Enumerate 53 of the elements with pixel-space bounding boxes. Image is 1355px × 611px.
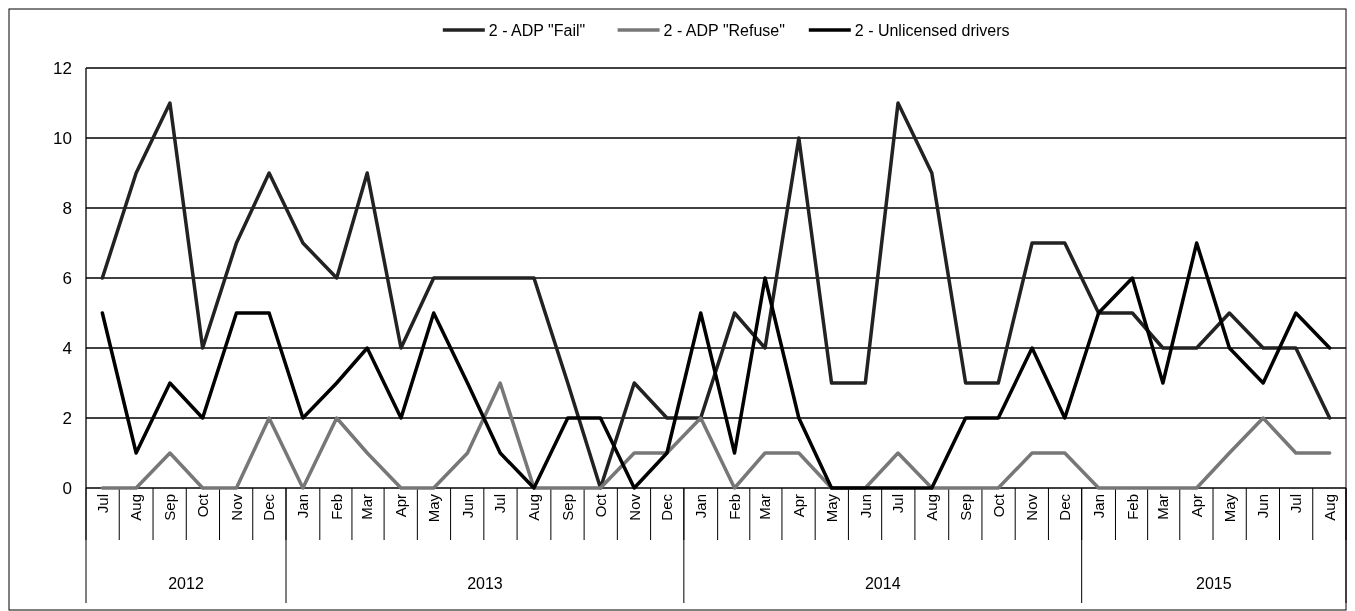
- x-tick-label: Sep: [559, 494, 577, 521]
- y-tick-label: 2: [62, 408, 72, 428]
- x-tick-label: Aug: [525, 494, 543, 521]
- x-tick-label: Feb: [1123, 494, 1141, 520]
- x-tick-label: Apr: [790, 494, 808, 518]
- x-tick-label: Feb: [327, 494, 345, 520]
- x-tick-label: Dec: [658, 493, 676, 521]
- x-tick-label: May: [424, 493, 442, 523]
- x-tick-label: May: [1220, 493, 1238, 523]
- x-tick-label: Jun: [1254, 494, 1272, 519]
- x-tick-label: Sep: [161, 494, 179, 521]
- y-tick-label: 0: [62, 478, 72, 498]
- x-tick-label: Nov: [625, 493, 643, 521]
- y-tick-label: 10: [53, 128, 72, 148]
- x-tick-label: Nov: [227, 493, 245, 521]
- text: 2013: [467, 575, 503, 592]
- x-tick-label: Jul: [889, 494, 907, 514]
- x-tick-label: Aug: [127, 494, 145, 521]
- x-tick-label: Jun: [856, 494, 874, 519]
- legend-label: 2 - ADP "Fail": [488, 21, 586, 39]
- y-tick-label: 12: [53, 58, 72, 78]
- x-tick-label: Aug: [1320, 494, 1338, 521]
- x-tick-label: Jul: [491, 494, 509, 514]
- legend-label: 2 - ADP "Refuse": [663, 21, 785, 39]
- text: 2014: [864, 575, 901, 592]
- x-tick-label: Jan: [294, 494, 312, 519]
- text: 2012: [168, 575, 204, 592]
- x-tick-label: Jul: [1287, 494, 1305, 514]
- x-tick-label: Jan: [691, 494, 709, 519]
- x-tick-label: Apr: [392, 494, 410, 518]
- x-tick-label: May: [822, 493, 840, 523]
- text: 2015: [1196, 575, 1232, 592]
- y-tick-label: 4: [62, 338, 72, 358]
- x-tick-label: Mar: [358, 494, 376, 520]
- x-tick-label: Mar: [756, 494, 774, 520]
- x-tick-label: Jan: [1089, 494, 1107, 519]
- x-tick-label: Feb: [725, 494, 743, 520]
- line-series: [100, 381, 1332, 490]
- x-tick-label: Sep: [956, 494, 974, 521]
- legend-label: 2 - Unlicensed drivers: [854, 21, 1010, 39]
- x-tick-label: Oct: [591, 493, 609, 518]
- x-tick-label: Mar: [1154, 494, 1172, 520]
- y-tick-label: 8: [62, 198, 72, 218]
- x-tick-label: Jul: [93, 494, 111, 514]
- x-tick-label: Nov: [1023, 493, 1041, 521]
- x-tick-label: Apr: [1187, 494, 1205, 518]
- x-tick-label: Aug: [923, 494, 941, 521]
- x-tick-label: Dec: [1056, 493, 1074, 521]
- x-tick-label: Dec: [260, 493, 278, 521]
- x-tick-label: Oct: [989, 493, 1007, 518]
- x-tick-label: Jun: [458, 494, 476, 519]
- y-tick-label: 6: [62, 268, 72, 288]
- x-tick-label: Oct: [193, 493, 211, 518]
